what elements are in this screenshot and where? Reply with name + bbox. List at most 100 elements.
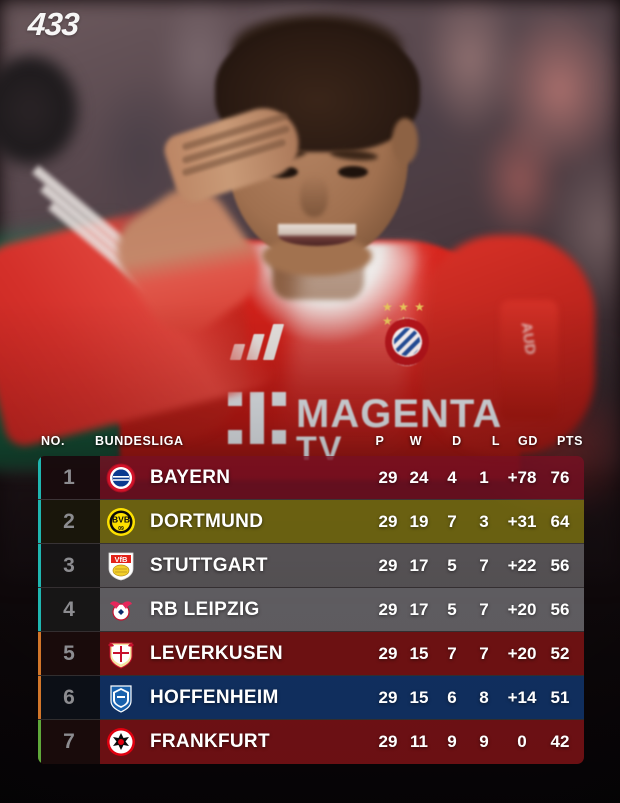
club-crest-icon: [100, 727, 142, 757]
team-name: DORTMUND: [150, 510, 264, 532]
team-name: STUTTGART: [150, 554, 268, 576]
rank-number: 2: [63, 509, 75, 533]
rank-number: 1: [63, 465, 75, 489]
stat-played: 29: [378, 687, 398, 707]
qualification-accent-bar: [38, 720, 41, 764]
stat-played: 29: [378, 643, 398, 663]
stat-lost: 1: [479, 467, 489, 487]
stat-drawn: 4: [447, 467, 457, 487]
rank-cell: 3: [38, 544, 100, 587]
player-ear-right: [392, 118, 418, 164]
stat-drawn: 9: [447, 732, 457, 751]
qualification-accent-bar: [38, 500, 41, 543]
stat-lost: 8: [479, 687, 489, 707]
stat-won: 17: [409, 555, 429, 575]
player-mouth: [278, 224, 356, 246]
stat-points: 64: [550, 511, 570, 531]
stat-won: 15: [409, 643, 429, 663]
svg-text:BVB: BVB: [112, 514, 130, 524]
qualification-accent-bar: [38, 676, 41, 719]
qualification-accent-bar: [38, 632, 41, 675]
header-points: PTS: [556, 434, 584, 448]
bottom-vignette: [0, 300, 620, 803]
stat-lost: 9: [479, 732, 489, 751]
table-row[interactable]: 7 FRANKFURT 29 11 9 9 0 42: [38, 720, 584, 764]
stat-drawn: 5: [447, 599, 457, 619]
header-lost: L: [491, 434, 501, 448]
stat-points: 76: [550, 467, 570, 487]
header-won: W: [409, 434, 423, 448]
stat-goal-difference: +14: [507, 687, 537, 707]
team-name: RB LEIPZIG: [150, 598, 260, 620]
stat-points: 51: [550, 687, 570, 707]
rank-number: 3: [63, 553, 75, 577]
rank-number: 5: [63, 641, 75, 665]
table-row[interactable]: 5 LEVERKUSEN 29 15 7 7 +20 52: [38, 632, 584, 676]
stat-played: 29: [378, 467, 398, 487]
stat-drawn: 6: [447, 687, 457, 707]
svg-text:09: 09: [118, 526, 124, 532]
club-crest-icon: [100, 463, 142, 493]
club-crest-icon: [100, 595, 142, 625]
rank-cell: 7: [38, 720, 100, 764]
team-name: LEVERKUSEN: [150, 642, 283, 664]
rank-number: 4: [63, 597, 75, 621]
team-name: FRANKFURT: [150, 731, 270, 752]
svg-text:VfB: VfB: [115, 555, 129, 564]
stat-won: 24: [409, 467, 429, 487]
stat-points: 56: [550, 599, 570, 619]
stat-goal-difference: 0: [517, 732, 527, 751]
table-row[interactable]: 1 BAYERN 29 24 4 1 +78 76: [38, 456, 584, 500]
player-nose: [300, 175, 328, 217]
qualification-accent-bar: [38, 588, 41, 631]
rank-cell: 5: [38, 632, 100, 675]
stat-lost: 7: [479, 555, 489, 575]
stat-won: 11: [410, 732, 428, 751]
brand-logo: 433: [26, 6, 80, 42]
rank-cell: 6: [38, 676, 100, 719]
stat-played: 29: [378, 511, 398, 531]
table-row[interactable]: 2 BVB 09 DORTMUND 29 19 7 3 +31 64: [38, 500, 584, 544]
header-league: BUNDESLIGA: [95, 434, 184, 448]
table-row[interactable]: 4 RB LEIPZIG 29 17 5 7 +20 56: [38, 588, 584, 632]
stat-lost: 7: [479, 643, 489, 663]
header-drawn: D: [452, 434, 462, 448]
team-name: BAYERN: [150, 466, 231, 488]
stat-goal-difference: +22: [507, 555, 537, 575]
stat-won: 17: [409, 599, 429, 619]
header-no: NO.: [41, 434, 66, 448]
team-name: HOFFENHEIM: [150, 686, 279, 708]
table-row[interactable]: 6 HOFFENHEIM 29 15 6 8 +14 51: [38, 676, 584, 720]
rank-number: 7: [63, 730, 75, 753]
rank-cell: 2: [38, 500, 100, 543]
stat-points: 52: [550, 643, 570, 663]
table-header: NO. BUNDESLIGA P W D L GD PTS: [0, 434, 620, 454]
header-goal-difference: GD: [518, 434, 538, 448]
stat-goal-difference: +31: [507, 511, 537, 531]
stat-points: 42: [550, 732, 570, 751]
player-eye-right: [338, 166, 368, 178]
qualification-accent-bar: [38, 544, 41, 587]
standings-table: 1 BAYERN 29 24 4 1 +78 76 2 BVB 09 DORTMUND 29 19 7 3 +3…: [38, 456, 584, 764]
rank-cell: 1: [38, 456, 100, 499]
stat-lost: 7: [479, 599, 489, 619]
stat-goal-difference: +78: [507, 467, 537, 487]
club-crest-icon: VfB: [100, 551, 142, 581]
header-played: P: [375, 434, 385, 448]
stat-played: 29: [378, 732, 398, 751]
stat-won: 19: [409, 511, 429, 531]
stat-drawn: 7: [447, 511, 457, 531]
stat-points: 56: [550, 555, 570, 575]
stat-goal-difference: +20: [507, 643, 537, 663]
stat-played: 29: [378, 599, 398, 619]
stat-lost: 3: [479, 511, 489, 531]
stat-played: 29: [378, 555, 398, 575]
rank-number: 6: [63, 685, 75, 709]
stat-drawn: 7: [447, 643, 457, 663]
club-crest-icon: BVB 09: [100, 507, 142, 537]
stat-drawn: 5: [447, 555, 457, 575]
table-row[interactable]: 3 VfB STUTTGART 29 17 5 7 +22 56: [38, 544, 584, 588]
qualification-accent-bar: [38, 456, 41, 499]
